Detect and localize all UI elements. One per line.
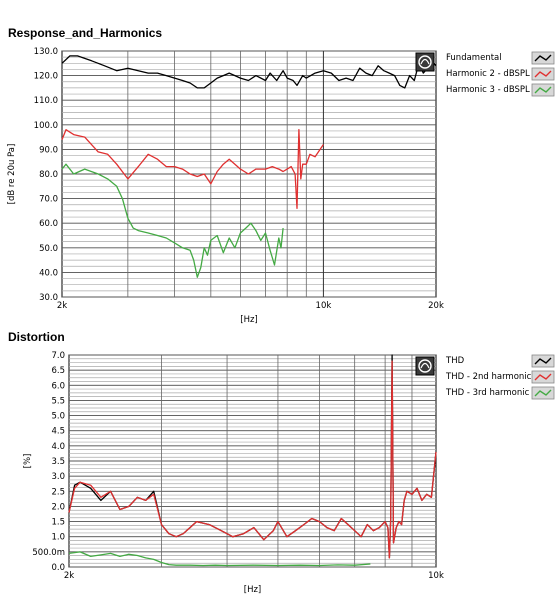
y-tick-label: 5.5 [51,396,65,406]
x-tick-label: 10k [316,301,332,311]
y-tick-label: 4.5 [51,427,65,437]
graph-palette-icon[interactable] [415,356,435,376]
chart-series-group [68,354,437,567]
y-axis-label: [dB re 20u Pa] [7,144,17,205]
series-line-2 [61,129,324,210]
chart-grid [68,354,437,568]
graph-palette-icon[interactable] [415,52,435,72]
chart-legend: THD THD - 2nd harmonic THD - 3rd harmonic [445,354,555,400]
y-tick-label: 6.5 [51,366,65,376]
legend-swatch-1[interactable] [531,354,555,368]
y-tick-label: 70.0 [39,195,58,205]
y-tick-label: 0.0 [51,563,65,573]
y-tick-label: 110.0 [34,96,58,106]
response-harmonics-chart: Response_and_Harmonics 30.0 40.0 50.0 60.0 7… [7,26,555,325]
chart-series-group [61,55,437,278]
distortion-chart: Distortion 0.0 500.0m 1.0 1.5 2.0 2.5 3.0 3.5 4.… [8,330,555,595]
y-tick-label: 60.0 [39,219,58,229]
y-tick-label: 1.0 [51,533,65,543]
y-tick-label: 130.0 [34,47,58,57]
legend-label-3: Harmonic 3 - dBSPL [446,85,530,95]
x-tick-label: 10k [428,571,444,581]
y-tick-label: 1.5 [51,518,65,528]
y-tick-label: 6.0 [51,381,65,391]
legend-swatch-1[interactable] [531,51,555,65]
chart-title: Response_and_Harmonics [8,26,162,40]
y-tick-label: 100.0 [34,121,58,131]
y-tick-label: 120.0 [34,72,58,82]
x-tick-label: 2k [64,571,74,581]
legend-swatch-2[interactable] [531,370,555,384]
legend-swatch-2[interactable] [531,67,555,81]
y-tick-label: 50.0 [39,244,58,254]
y-tick-label: 4.0 [51,442,65,452]
legend-swatch-3[interactable] [531,386,555,400]
y-axis-label: [%] [23,454,33,469]
y-tick-label: 3.5 [51,457,65,467]
series-line-3 [68,551,371,567]
x-tick-label: 2k [57,301,67,311]
x-axis-label: [Hz] [240,315,258,325]
y-tick-label: 2.5 [51,487,65,497]
series-line-2 [68,360,437,559]
legend-label-1: THD [445,356,465,366]
chart-tick-labels: 30.0 40.0 50.0 60.0 70.0 80.0 90.0 100.0 110.0 12… [34,47,444,311]
x-tick-label: 20k [428,301,444,311]
series-line-1 [61,55,437,89]
y-tick-label: 7.0 [51,351,65,361]
y-tick-label: 5.0 [51,412,65,422]
chart-tick-labels: 0.0 500.0m 1.0 1.5 2.0 2.5 3.0 3.5 4.0 4.5 5.0 5.5 6… [32,351,444,581]
y-tick-label: 2.0 [51,502,65,512]
y-tick-label: 80.0 [39,170,58,180]
chart-legend: Fundamental Harmonic 2 - dBSPL Harmonic 3 … [446,51,555,97]
y-tick-label: 40.0 [39,268,58,278]
y-tick-label: 90.0 [39,145,58,155]
y-tick-label: 500.0m [32,548,65,558]
legend-swatch-3[interactable] [531,83,555,97]
legend-label-2: THD - 2nd harmonic [445,372,532,382]
legend-label-2: Harmonic 2 - dBSPL [446,69,530,79]
chart-title: Distortion [8,330,65,344]
x-axis-label: [Hz] [244,585,262,595]
legend-label-1: Fundamental [446,53,502,63]
series-line-3 [61,163,284,278]
legend-label-3: THD - 3rd harmonic [445,388,530,398]
y-tick-label: 30.0 [39,293,58,303]
y-tick-label: 3.0 [51,472,65,482]
